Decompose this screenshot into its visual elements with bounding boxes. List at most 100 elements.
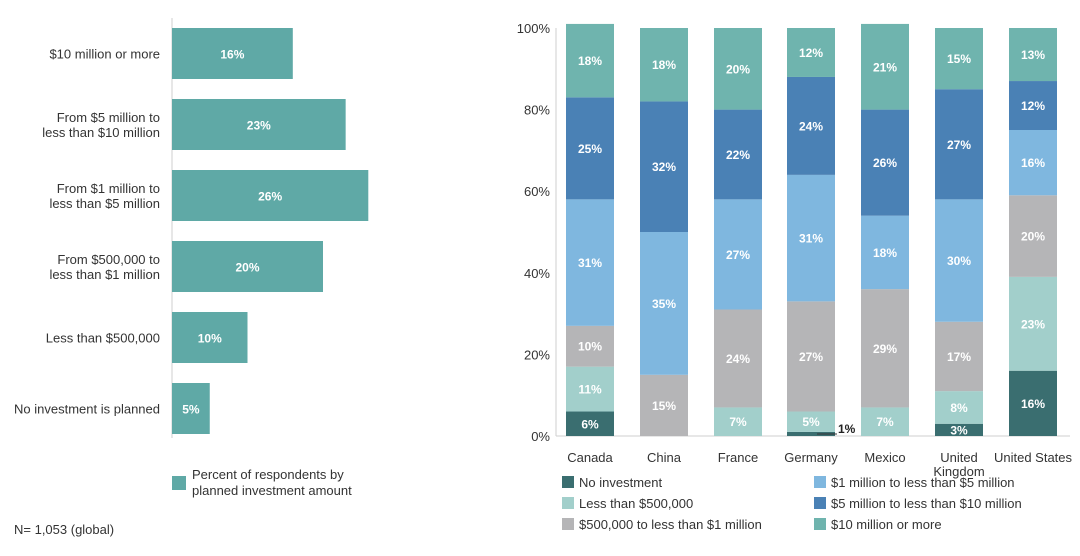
bar-lt_500k-5	[935, 391, 983, 424]
legend-swatch-1m_5m	[814, 476, 826, 488]
bar-label-5m_10m-1: 32%	[652, 160, 676, 174]
bar-label-lt_500k-0: 11%	[578, 383, 602, 397]
bar-lt_500k-0	[566, 366, 614, 412]
x-tick-label-4-0: Mexico	[864, 450, 905, 465]
bar-1m_5m-1	[640, 232, 688, 375]
left-category-label-5-0: No investment is planned	[14, 402, 160, 417]
bar-label-5m_10m-0: 25%	[578, 142, 602, 156]
bar-500k_1m-4	[861, 289, 909, 408]
bar-5m_10m-2	[714, 109, 762, 200]
y-tick-label-5: 100%	[517, 21, 551, 36]
left-bar-5	[172, 383, 210, 434]
bar-label-500k_1m-1: 15%	[652, 399, 676, 413]
left-bar-3	[172, 241, 323, 292]
bar-1m_5m-3	[787, 174, 835, 302]
bar-label-1m_5m-6: 16%	[1021, 156, 1045, 170]
bar-label-500k_1m-0: 10%	[578, 340, 602, 354]
bar-label-10m_plus-3: 12%	[799, 46, 823, 60]
bar-10m_plus-3	[787, 28, 835, 77]
legend-label-500k_1m: $500,000 to less than $1 million	[579, 517, 762, 532]
legend-swatch-no_investment	[562, 476, 574, 488]
legend-label-lt_500k: Less than $500,000	[579, 496, 693, 511]
bar-1m_5m-6	[1009, 130, 1057, 196]
bar-label-10m_plus-5: 15%	[947, 52, 971, 66]
bar-label-10m_plus-2: 20%	[726, 62, 750, 76]
bar-5m_10m-4	[861, 109, 909, 216]
bar-lt_500k-6	[1009, 276, 1057, 371]
y-tick-label-4: 80%	[524, 103, 550, 118]
bar-500k_1m-5	[935, 321, 983, 392]
bar-label-no_investment-5: 3%	[950, 423, 968, 437]
bar-10m_plus-0	[566, 23, 614, 98]
x-tick-label-6-0: United States	[994, 450, 1073, 465]
left-category-label-2-1: less than $5 million	[49, 196, 160, 211]
bar-5m_10m-5	[935, 89, 983, 200]
bar-label-1m_5m-5: 30%	[947, 254, 971, 268]
bar-label-5m_10m-2: 22%	[726, 148, 750, 162]
bar-label-1m_5m-0: 31%	[578, 256, 602, 270]
left-category-label-3-0: From $500,000 to	[57, 252, 160, 267]
bar-500k_1m-3	[787, 301, 835, 412]
bar-500k_1m-2	[714, 309, 762, 408]
bar-lt_500k-2	[714, 407, 762, 436]
bar-label-1m_5m-4: 18%	[873, 246, 897, 260]
bar-1m_5m-2	[714, 199, 762, 310]
bar-no_investment-5	[935, 423, 983, 436]
bar-label-lt_500k-4: 7%	[876, 415, 894, 429]
bar-label-5m_10m-5: 27%	[947, 138, 971, 152]
left-bar-4	[172, 312, 248, 363]
bar-label-lt_500k-2: 7%	[729, 415, 747, 429]
bar-label-1m_5m-1: 35%	[652, 297, 676, 311]
left-category-label-4-0: Less than $500,000	[46, 331, 160, 346]
y-tick-label-3: 60%	[524, 184, 550, 199]
sample-size-note: N= 1,053 (global)	[14, 522, 115, 537]
bar-label-500k_1m-2: 24%	[726, 352, 750, 366]
bar-1m_5m-5	[935, 199, 983, 322]
left-category-label-2-0: From $1 million to	[57, 181, 160, 196]
left-category-label-1-1: less than $10 million	[42, 125, 160, 140]
x-tick-label-2-0: France	[718, 450, 758, 465]
bar-label-500k_1m-5: 17%	[947, 350, 971, 364]
bar-label-5m_10m-4: 26%	[873, 156, 897, 170]
bar-label-lt_500k-5: 8%	[950, 401, 968, 415]
bar-lt_500k-4	[861, 407, 909, 436]
bar-label-10m_plus-4: 21%	[873, 60, 897, 74]
bar-label-10m_plus-0: 18%	[578, 54, 602, 68]
x-tick-label-5-0: United	[940, 450, 978, 465]
bar-1m_5m-0	[566, 199, 614, 326]
left-bar-label-3: 20%	[235, 261, 259, 275]
left-category-label-3-1: less than $1 million	[49, 267, 160, 282]
bar-1m_5m-4	[861, 215, 909, 290]
bar-no_investment-6	[1009, 370, 1057, 436]
bar-label-10m_plus-6: 13%	[1021, 48, 1045, 62]
legend-label-10m_plus: $10 million or more	[831, 517, 942, 532]
x-tick-label-1-0: China	[647, 450, 682, 465]
bar-lt_500k-3	[787, 411, 835, 432]
legend-label-5m_10m: $5 million to less than $10 million	[831, 496, 1022, 511]
left-category-label-1-0: From $5 million to	[57, 110, 160, 125]
bar-no_investment-0	[566, 411, 614, 436]
bar-label-10m_plus-1: 18%	[652, 58, 676, 72]
bar-10m_plus-5	[935, 28, 983, 90]
bar-5m_10m-0	[566, 97, 614, 200]
left-bar-label-4: 10%	[198, 332, 222, 346]
x-tick-label-0-0: Canada	[567, 450, 613, 465]
bar-10m_plus-4	[861, 23, 909, 110]
left-legend-text-1: planned investment amount	[192, 483, 352, 498]
left-bar-2	[172, 170, 369, 221]
bar-label-5m_10m-3: 24%	[799, 119, 823, 133]
left-bar-chart: 16% $10 million or more 23% From $5 million…	[14, 18, 369, 498]
bar-no_investment-3	[787, 431, 835, 436]
y-tick-label-2: 40%	[524, 266, 550, 281]
bar-label-no_investment-6: 16%	[1021, 397, 1045, 411]
bar-label-no_investment-0: 6%	[581, 417, 599, 431]
left-bar-1	[172, 99, 346, 150]
left-bar-label-1: 23%	[247, 119, 271, 133]
legend-swatch-500k_1m	[562, 518, 574, 530]
y-tick-label-0: 0%	[531, 429, 550, 444]
bar-10m_plus-2	[714, 28, 762, 110]
legend-swatch-10m_plus	[814, 518, 826, 530]
x-tick-label-3-0: Germany	[784, 450, 838, 465]
left-bar-0	[172, 28, 293, 79]
